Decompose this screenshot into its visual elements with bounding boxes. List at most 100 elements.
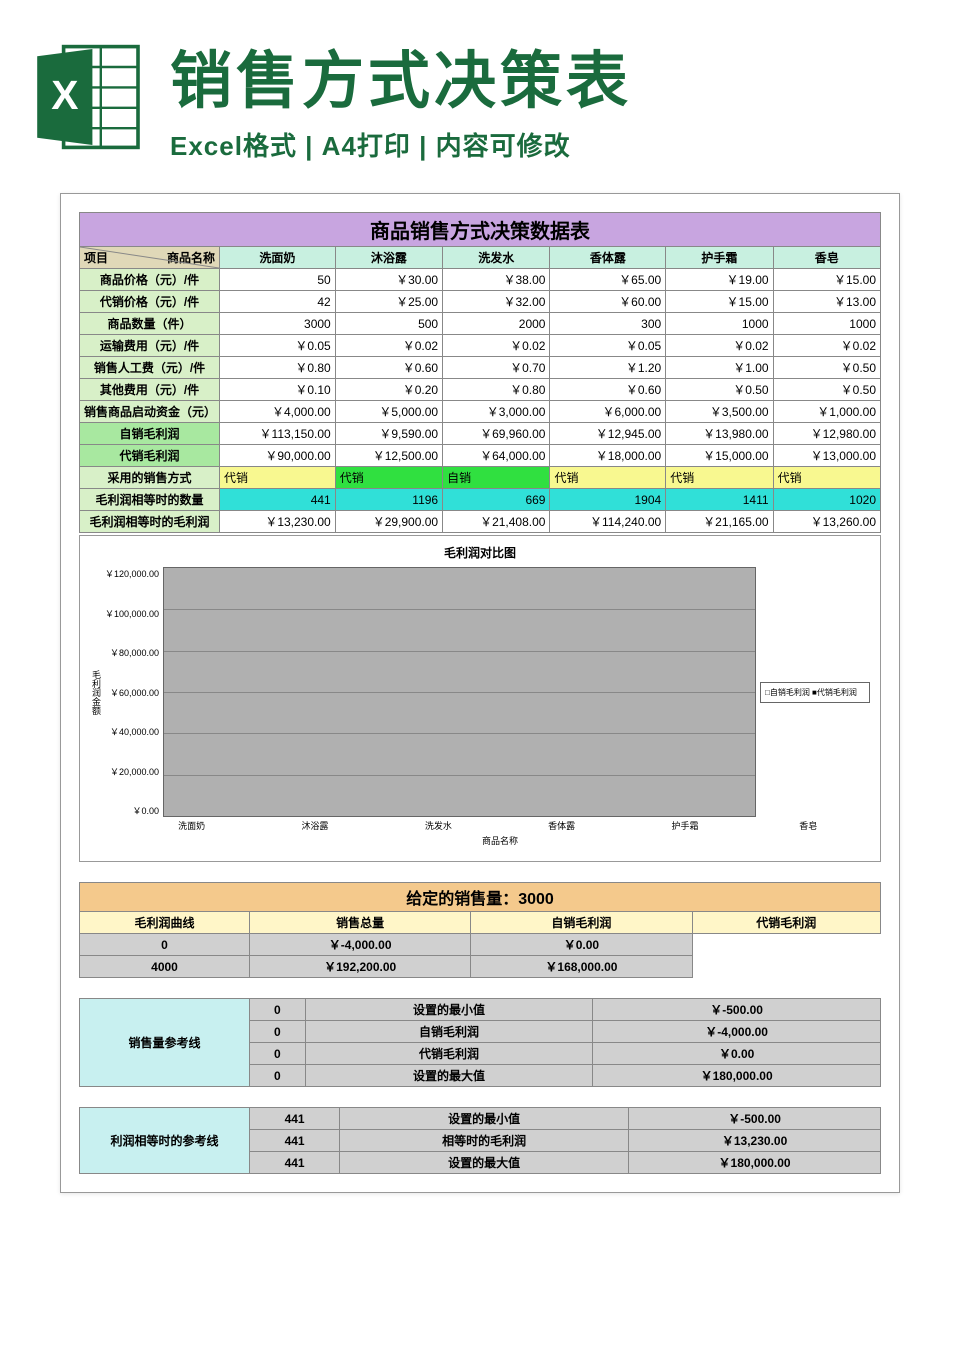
- data-cell: 441: [250, 1152, 340, 1174]
- data-cell: ￥0.05: [550, 335, 666, 357]
- data-cell: ￥-4,000.00: [250, 934, 471, 956]
- data-cell: ￥-500.00: [593, 999, 881, 1021]
- product-header: 沐浴露: [335, 247, 442, 269]
- row-label: 采用的销售方式: [80, 467, 220, 489]
- page-header: X 销售方式决策表 Excel格式 | A4打印 | 内容可修改: [0, 0, 960, 193]
- title-block: 销售方式决策表 Excel格式 | A4打印 | 内容可修改: [170, 30, 632, 163]
- row-label: 代销毛利润: [80, 445, 220, 467]
- row-label: 商品价格（元）/件: [80, 269, 220, 291]
- row-label: 其他费用（元）/件: [80, 379, 220, 401]
- gridline: [164, 651, 755, 652]
- data-cell: ￥12,945.00: [550, 423, 666, 445]
- x-labels: 洗面奶沐浴露洗发水香体露护手霜香皂: [90, 819, 870, 832]
- product-header: 洗面奶: [220, 247, 336, 269]
- x-tick: 洗发水: [377, 819, 500, 832]
- data-cell: 1904: [550, 489, 666, 511]
- data-cell: ￥0.10: [220, 379, 336, 401]
- data-cell: 设置的最大值: [305, 1065, 593, 1087]
- data-cell: ￥4,000.00: [220, 401, 336, 423]
- data-cell: ￥0.00: [593, 1043, 881, 1065]
- y-tick: ￥40,000.00: [105, 725, 159, 738]
- data-cell: ￥25.00: [335, 291, 442, 313]
- y-axis-label: 毛利润金额: [90, 670, 103, 715]
- data-cell: ￥13.00: [773, 291, 880, 313]
- section-label: 毛利润曲线: [80, 912, 250, 934]
- data-cell: 设置的最小值: [305, 999, 593, 1021]
- data-cell: ￥60.00: [550, 291, 666, 313]
- y-axis: ￥120,000.00￥100,000.00￥80,000.00￥60,000.…: [105, 567, 163, 817]
- data-cell: ￥69,960.00: [443, 423, 550, 445]
- col-header: 代销毛利润: [692, 912, 880, 934]
- gridline: [164, 775, 755, 776]
- data-cell: ￥0.20: [335, 379, 442, 401]
- data-cell: ￥13,230.00: [220, 511, 336, 533]
- y-tick: ￥120,000.00: [105, 567, 159, 580]
- data-cell: ￥13,980.00: [666, 423, 773, 445]
- data-cell: ￥0.02: [773, 335, 880, 357]
- data-cell: ￥30.00: [335, 269, 442, 291]
- data-cell: ￥1.00: [666, 357, 773, 379]
- product-header: 香体露: [550, 247, 666, 269]
- data-cell: ￥180,000.00: [593, 1065, 881, 1087]
- gridline: [164, 733, 755, 734]
- method-cell: 代销: [335, 467, 442, 489]
- method-cell: 代销: [220, 467, 336, 489]
- data-cell: 0: [250, 1065, 306, 1087]
- data-cell: ￥1.20: [550, 357, 666, 379]
- data-cell: 441: [250, 1108, 340, 1130]
- x-tick: 洗面奶: [130, 819, 253, 832]
- chart-legend: □自销毛利润 ■代销毛利润: [760, 682, 870, 703]
- data-cell: ￥21,165.00: [666, 511, 773, 533]
- page-subtitle: Excel格式 | A4打印 | 内容可修改: [170, 126, 632, 163]
- data-cell: ￥0.02: [443, 335, 550, 357]
- data-cell: ￥13,000.00: [773, 445, 880, 467]
- page-title: 销售方式决策表: [170, 30, 632, 120]
- data-cell: ￥0.02: [666, 335, 773, 357]
- data-cell: ￥0.50: [773, 357, 880, 379]
- data-cell: ￥0.70: [443, 357, 550, 379]
- chart-title: 毛利润对比图: [90, 544, 870, 561]
- profit-chart: 毛利润对比图 毛利润金额 ￥120,000.00￥100,000.00￥80,0…: [79, 535, 881, 862]
- data-cell: 500: [335, 313, 442, 335]
- data-cell: 441: [220, 489, 336, 511]
- data-cell: ￥21,408.00: [443, 511, 550, 533]
- chart-plot: [163, 567, 756, 817]
- decision-table: 商品销售方式决策数据表 项目商品名称洗面奶沐浴露洗发水香体露护手霜香皂 商品价格…: [79, 212, 881, 533]
- data-cell: 0: [80, 934, 250, 956]
- data-cell: 设置的最大值: [340, 1152, 629, 1174]
- data-cell: ￥0.80: [443, 379, 550, 401]
- x-tick: 护手霜: [623, 819, 746, 832]
- data-cell: ￥12,500.00: [335, 445, 442, 467]
- x-tick: 沐浴露: [253, 819, 376, 832]
- data-cell: ￥0.80: [220, 357, 336, 379]
- data-cell: ￥0.00: [471, 934, 692, 956]
- data-cell: 相等时的毛利润: [340, 1130, 629, 1152]
- method-cell: 代销: [550, 467, 666, 489]
- data-cell: ￥0.60: [550, 379, 666, 401]
- data-cell: ￥18,000.00: [550, 445, 666, 467]
- section-label: 利润相等时的参考线: [80, 1108, 250, 1174]
- row-label: 代销价格（元）/件: [80, 291, 220, 313]
- data-cell: 1196: [335, 489, 442, 511]
- data-cell: ￥6,000.00: [550, 401, 666, 423]
- product-header: 香皂: [773, 247, 880, 269]
- section-label: 销售量参考线: [80, 999, 250, 1087]
- data-cell: ￥0.02: [335, 335, 442, 357]
- method-cell: 代销: [773, 467, 880, 489]
- col-header: 自销毛利润: [471, 912, 692, 934]
- product-header: 洗发水: [443, 247, 550, 269]
- y-tick: ￥60,000.00: [105, 686, 159, 699]
- sales-ref-table: 销售量参考线0设置的最小值￥-500.000自销毛利润￥-4,000.000代销…: [79, 998, 881, 1087]
- data-cell: 441: [250, 1130, 340, 1152]
- data-cell: ￥114,240.00: [550, 511, 666, 533]
- x-tick: 香皂: [747, 819, 870, 832]
- data-cell: ￥5,000.00: [335, 401, 442, 423]
- data-cell: 2000: [443, 313, 550, 335]
- x-tick: 香体露: [500, 819, 623, 832]
- data-cell: ￥180,000.00: [629, 1152, 881, 1174]
- data-cell: ￥0.60: [335, 357, 442, 379]
- data-cell: ￥15.00: [773, 269, 880, 291]
- data-cell: 42: [220, 291, 336, 313]
- data-cell: ￥15.00: [666, 291, 773, 313]
- data-cell: 300: [550, 313, 666, 335]
